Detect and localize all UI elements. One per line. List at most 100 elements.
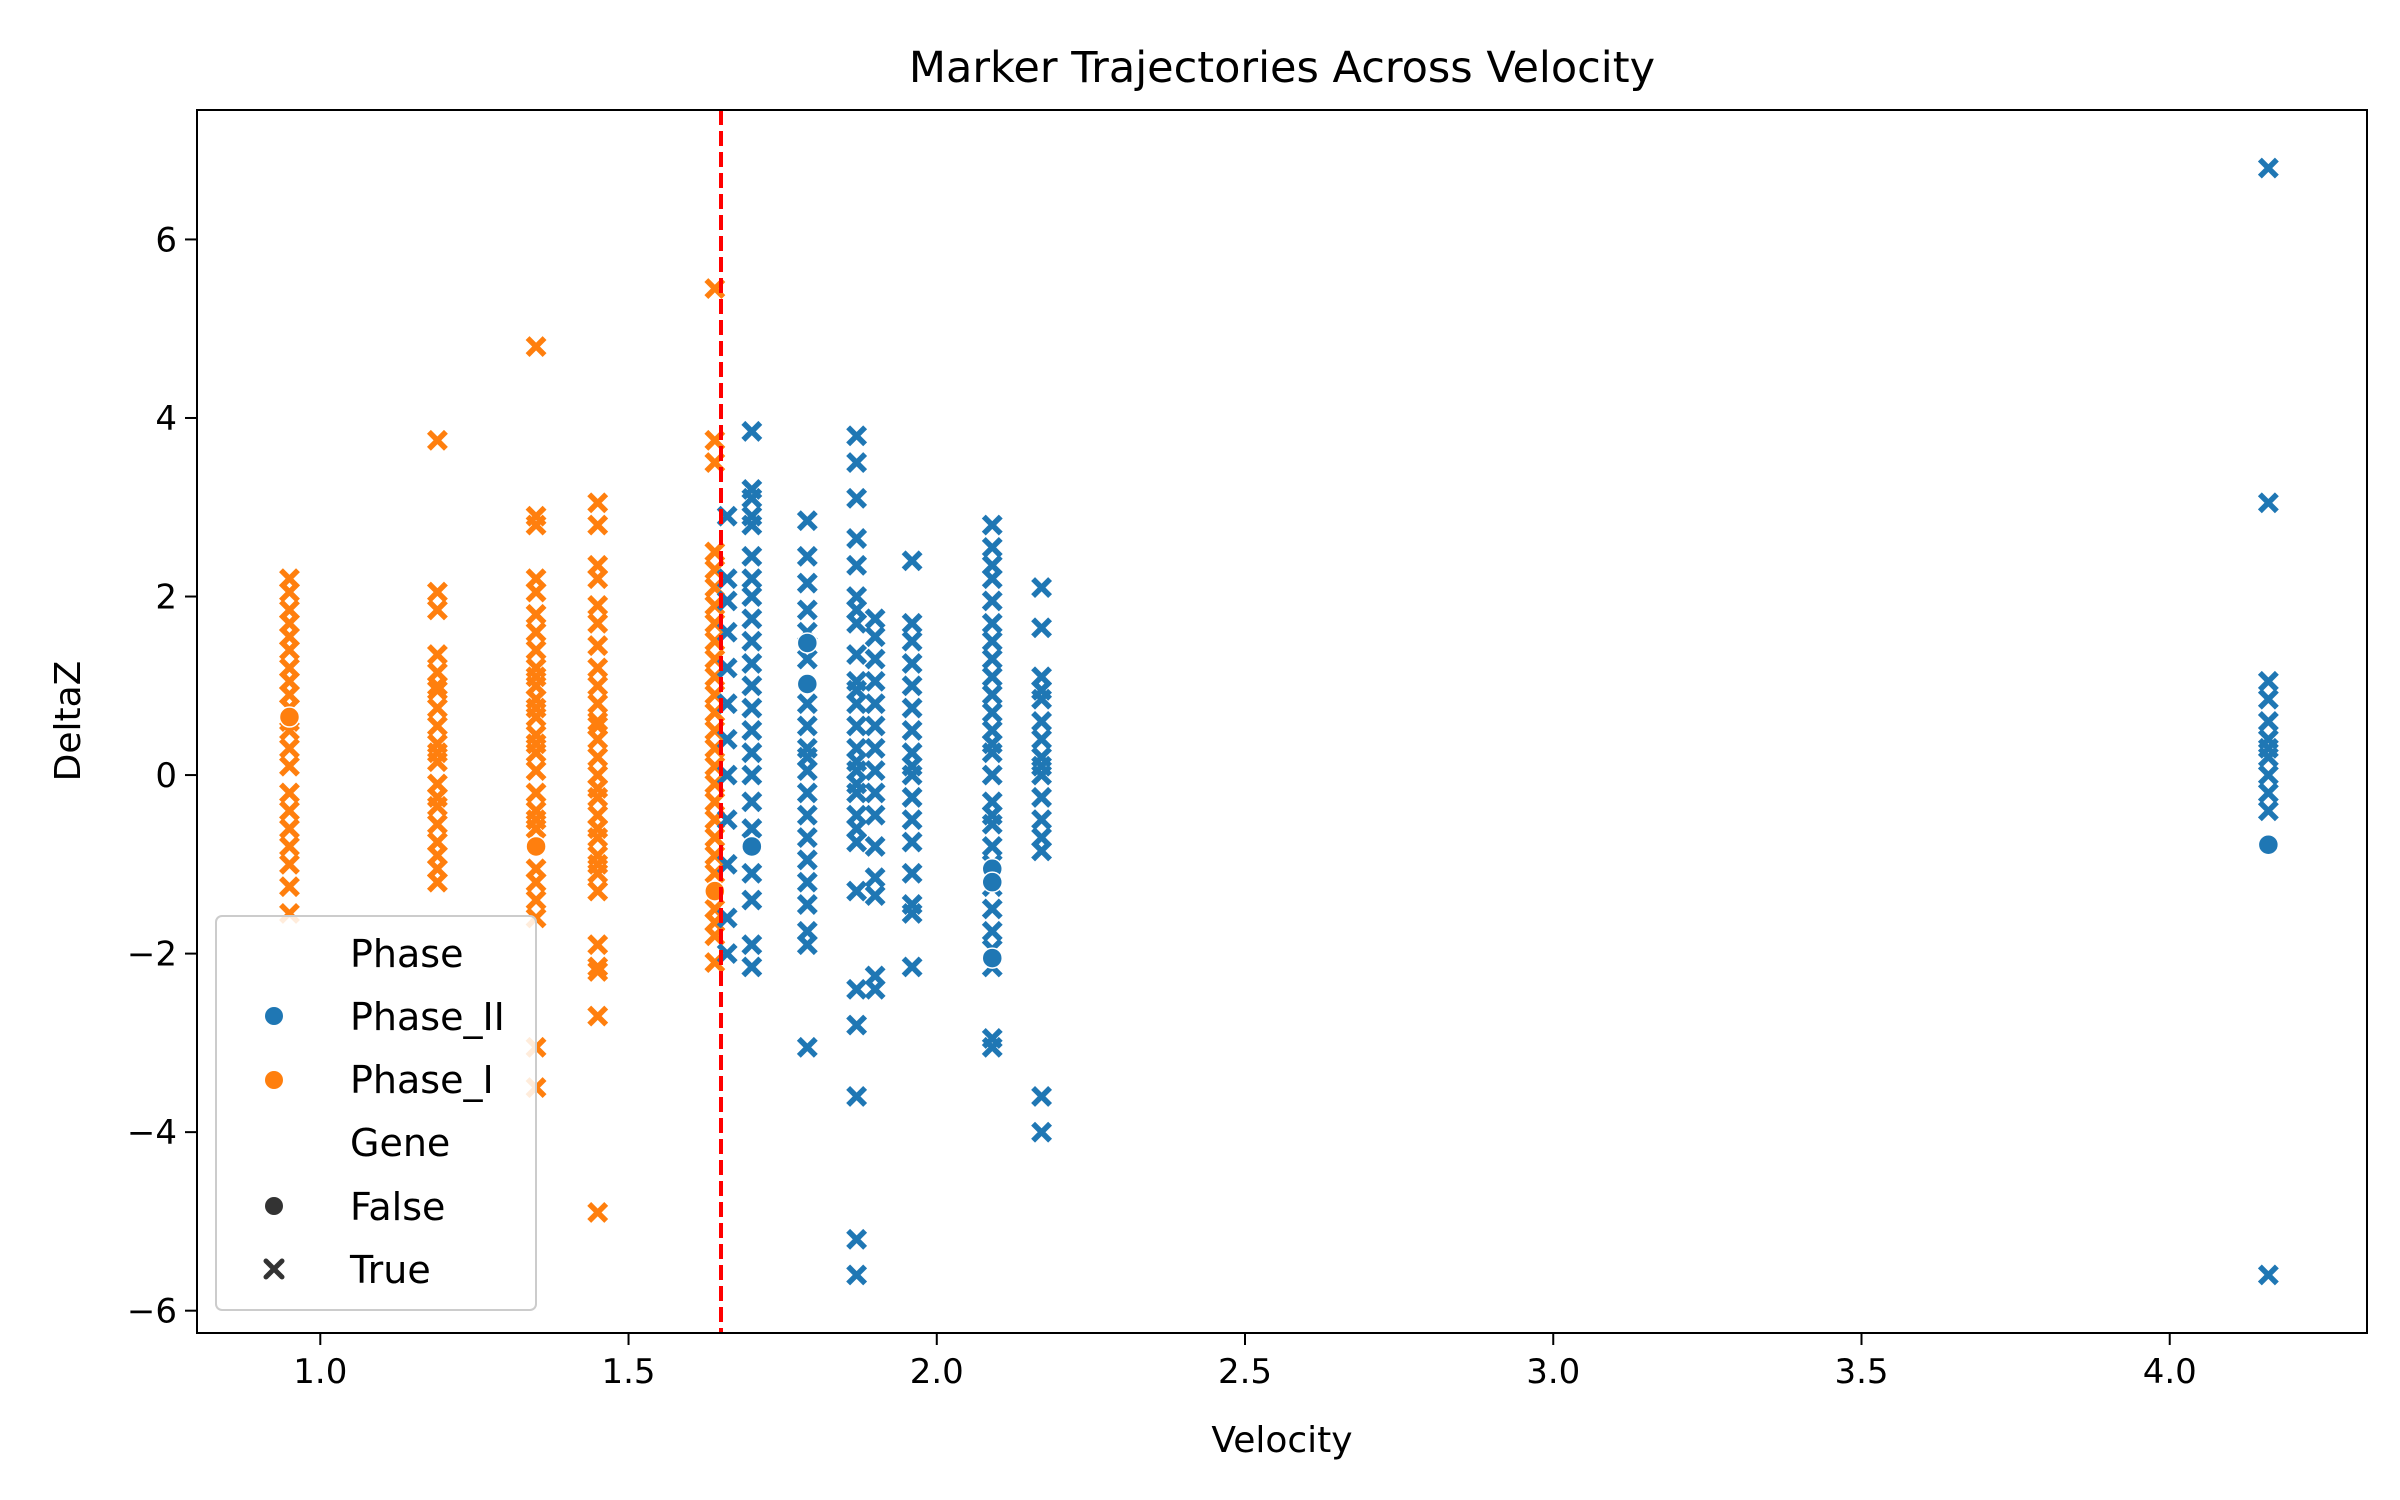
x-tick-label: 4.0 [2143,1352,2197,1392]
data-point [279,818,300,840]
data-point [525,733,547,755]
y-axis-ticks: −6 −4 −2 0 2 4 6 [127,220,197,1332]
data-marks [278,157,2280,1286]
data-point [846,880,868,902]
data-point [525,336,547,358]
data-point [981,702,1003,724]
data-point [901,653,923,674]
data-point [741,818,763,840]
data-point [981,920,1003,942]
data-point [1031,728,1053,750]
data-point [981,514,1003,536]
data-point [796,827,818,848]
data-point [587,880,609,902]
data-point [846,528,868,549]
data-point [846,1228,868,1250]
data-point [587,1202,609,1223]
data-point [279,853,300,875]
data-point [587,818,609,840]
data-point [981,612,1003,634]
legend: Phase Phase_II Phase_I Gene False True [215,915,537,1311]
data-point [1031,809,1053,831]
data-point [864,670,886,692]
data-point [796,894,818,915]
data-point [2257,800,2279,822]
y-tick-label: 2 [155,578,177,618]
data-point [901,612,923,634]
data-point [981,764,1003,786]
legend-marker-false [265,1197,283,1215]
data-point [587,514,609,536]
data-point [279,581,300,603]
data-point [796,1036,818,1058]
data-point [587,853,609,875]
data-point [587,934,609,956]
data-point [741,862,763,884]
data-point [2257,492,2279,514]
data-point [864,867,886,889]
data-point [1031,786,1053,808]
data-point [1031,1085,1053,1107]
data-point [864,804,886,826]
data-point [2257,1264,2279,1286]
data-point [426,697,448,719]
data-point [426,429,448,451]
data-point [2257,711,2279,732]
data-point [796,693,818,715]
data-point [525,809,547,831]
data-point [587,595,609,616]
data-point [796,632,819,654]
data-point [741,608,763,630]
data-point [864,693,886,715]
data-point [864,978,886,1000]
data-point [981,733,1003,755]
data-point [2257,764,2279,786]
data-point [901,902,923,924]
series-phase-i-gene-false [278,706,726,902]
x-tick-label: 1.5 [601,1352,655,1392]
series-phase-ii-gene-true [716,157,2279,1286]
data-point [796,782,818,804]
data-point [796,715,818,737]
data-point [525,621,547,643]
data-point [741,934,763,956]
data-point [525,639,547,661]
data-point [741,487,763,509]
data-point [981,684,1003,706]
data-point [741,719,763,741]
data-point [846,599,868,621]
data-point [587,657,609,679]
data-point [741,835,763,858]
data-point [2257,833,2280,856]
legend-marker-phase-ii [265,1007,283,1025]
x-tick-label: 3.0 [1526,1352,1580,1392]
data-point [901,675,923,697]
data-point [525,603,547,625]
data-point [864,626,886,648]
data-point [981,590,1003,612]
data-point [981,947,1004,969]
data-point [525,514,547,536]
data-point [525,581,547,603]
data-point [587,568,609,590]
data-point [981,666,1003,688]
data-point [796,599,818,621]
data-point [587,961,609,982]
data-point [864,885,886,907]
data-point [864,648,886,670]
data-point [981,648,1003,670]
data-point [1031,755,1053,777]
data-point [525,760,547,782]
data-point [741,764,763,786]
data-point [846,751,868,773]
data-point [741,791,763,813]
plot-frame [196,109,2368,1334]
data-point [864,608,886,630]
data-point [901,697,923,719]
data-point [741,568,763,590]
data-point [426,742,448,764]
data-point [796,934,818,956]
x-axis-ticks: 1.0 1.5 2.0 2.5 3.0 3.5 4.0 [293,1333,2197,1392]
data-point [981,536,1003,558]
data-point [587,956,609,978]
